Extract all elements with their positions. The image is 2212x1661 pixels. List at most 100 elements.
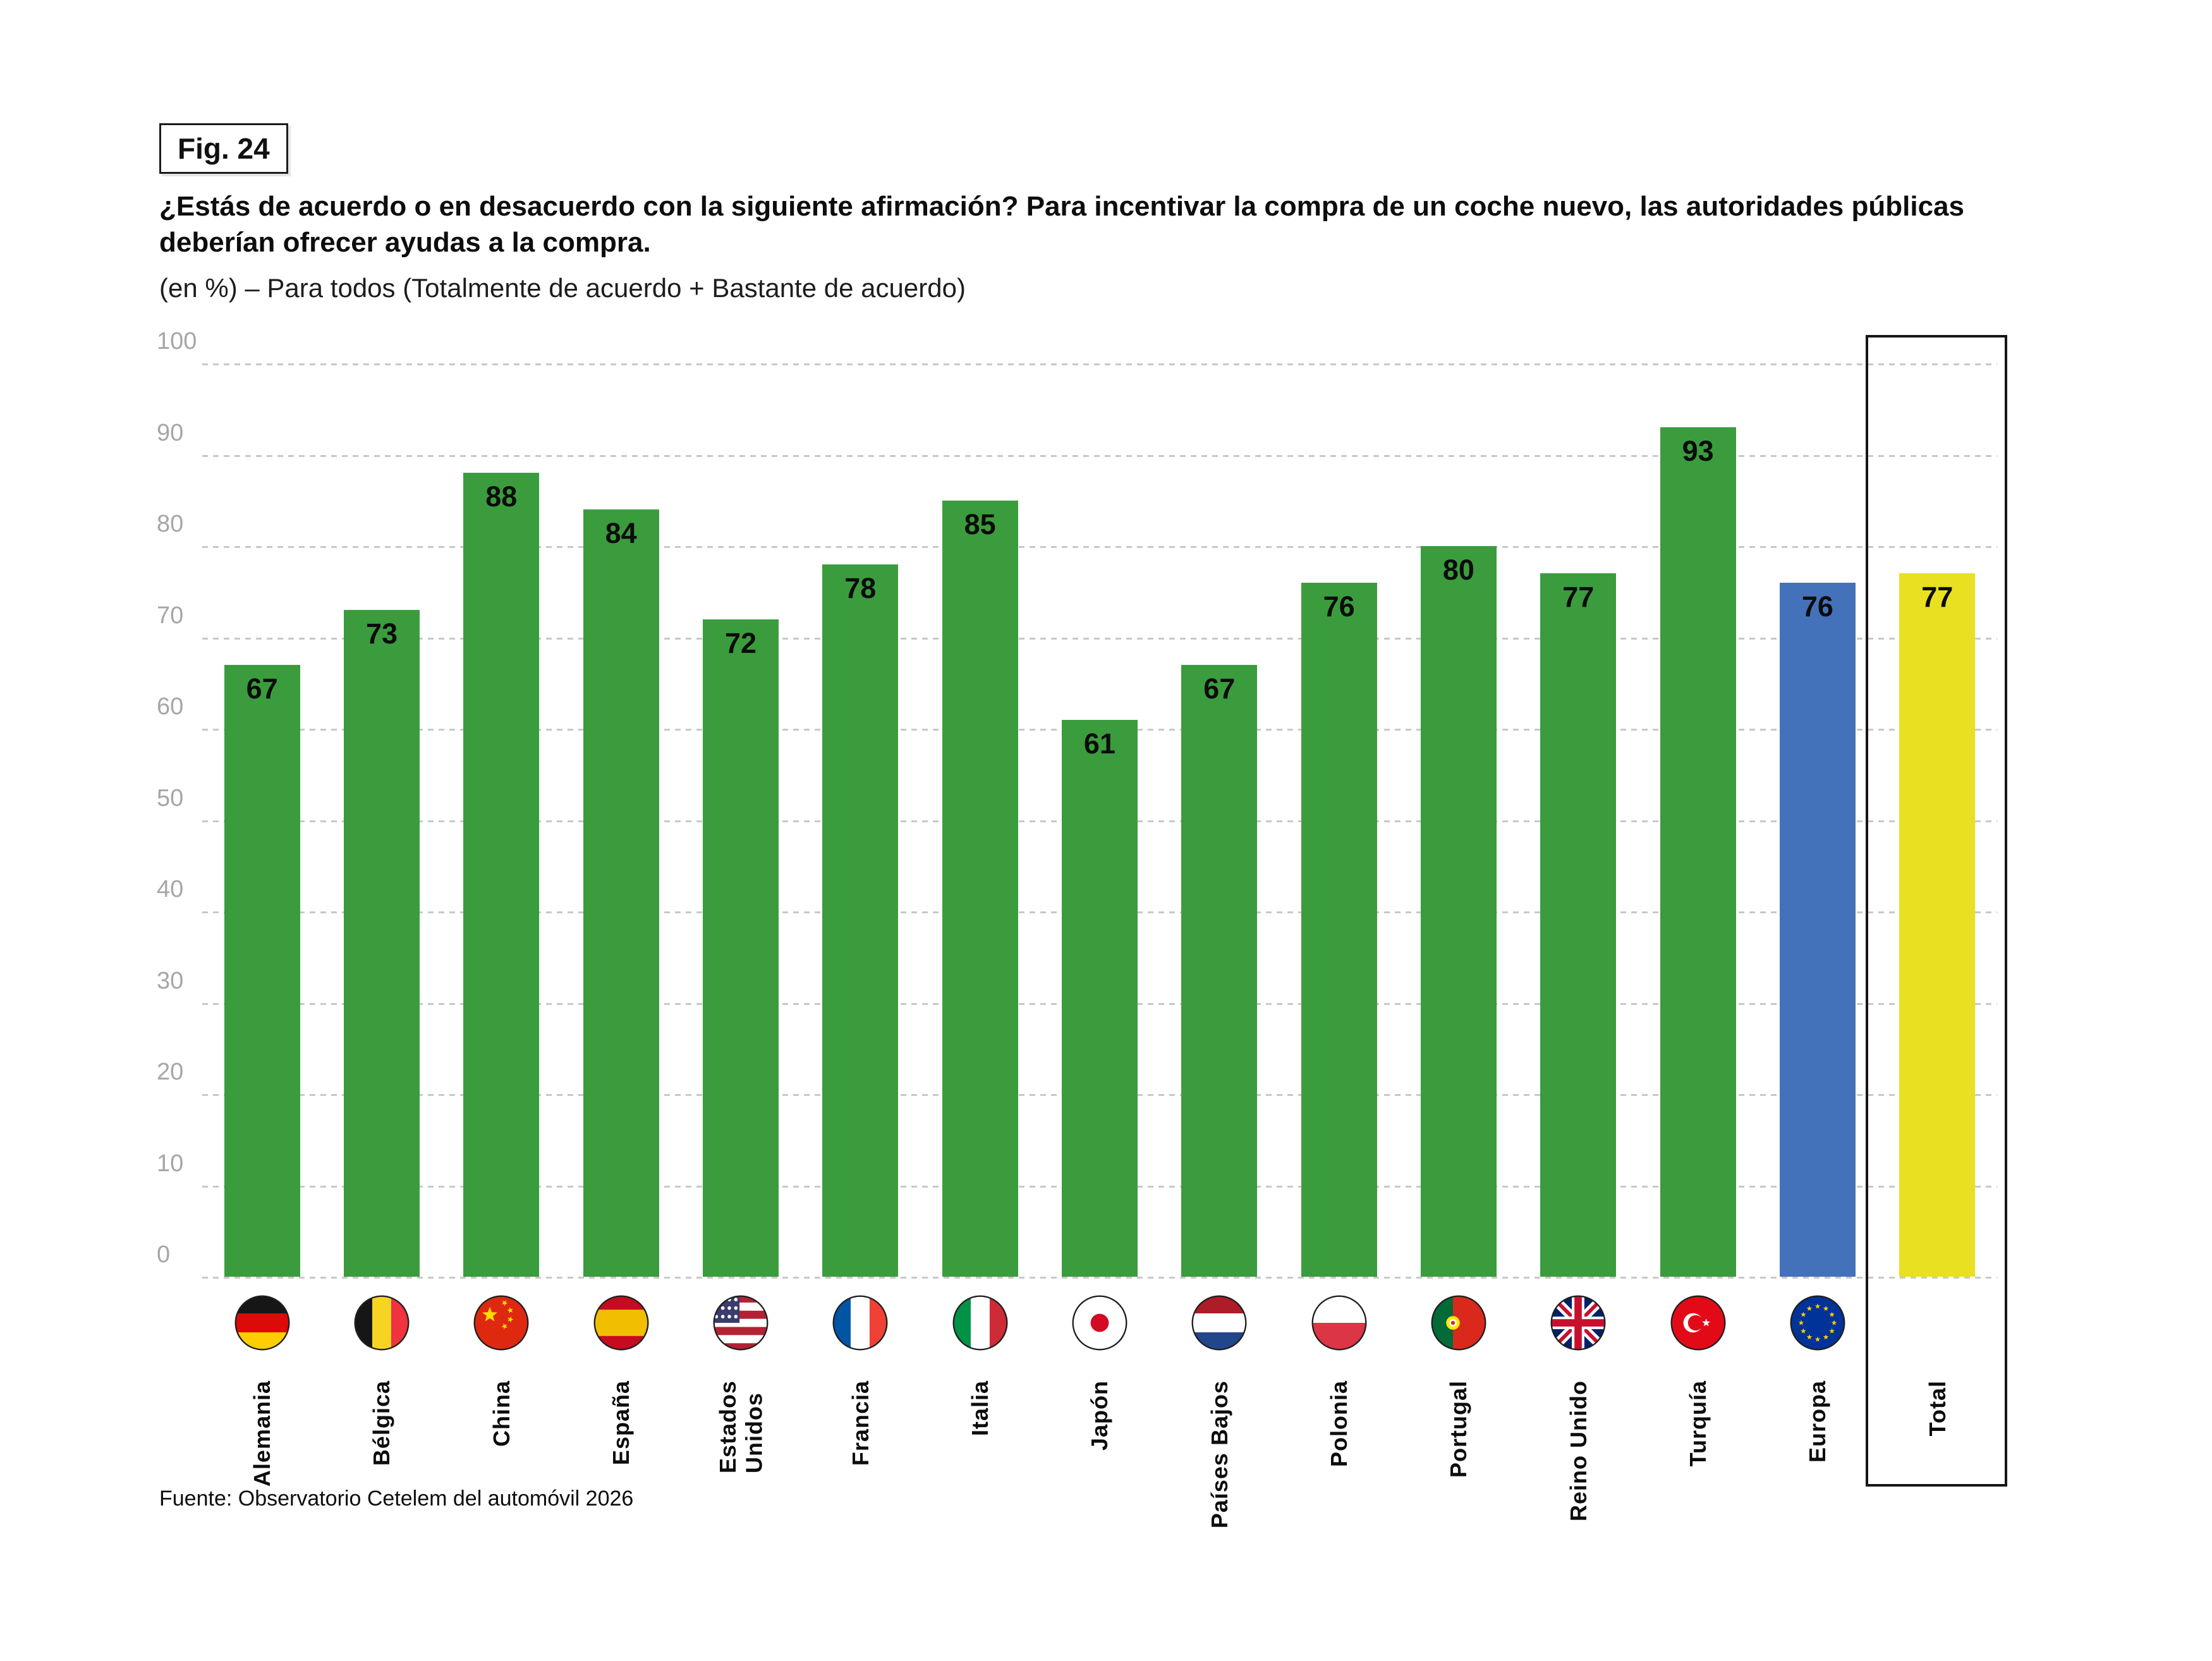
bar-total: 77 — [1899, 573, 1976, 1277]
column-polonia: 76 Polonia — [1279, 363, 1399, 1659]
bar-value-label: 88 — [485, 480, 518, 513]
figure-badge: Fig. 24 — [159, 123, 288, 174]
flag-germany-icon — [234, 1295, 290, 1351]
column-españa: 84 España — [561, 363, 681, 1659]
flag-zone — [801, 1277, 920, 1356]
flag-belgium-icon — [354, 1295, 410, 1351]
flag-zone — [1638, 1277, 1758, 1356]
flag-zone — [322, 1277, 441, 1356]
label-zone: Reino Unido — [1519, 1356, 1638, 1659]
bar-value-label: 77 — [1921, 581, 1954, 614]
bar-zone: 61 — [1040, 363, 1159, 1277]
bar-value-label: 80 — [1442, 554, 1474, 586]
bar-value-label: 93 — [1682, 435, 1714, 468]
flag-europe-icon — [1790, 1295, 1845, 1351]
label-zone: Alemania — [202, 1356, 322, 1659]
bar-zone: 76 — [1279, 363, 1399, 1277]
flag-zone — [681, 1277, 800, 1356]
label-zone: Polonia — [1279, 1356, 1399, 1659]
bar-turquía: 93 — [1660, 427, 1736, 1277]
bar-value-label: 76 — [1801, 590, 1833, 623]
country-label: Italia — [966, 1380, 993, 1437]
bar-portugal: 80 — [1420, 546, 1497, 1277]
label-zone: Francia — [801, 1356, 920, 1659]
bar-zone: 84 — [561, 363, 681, 1277]
bar-value-label: 78 — [844, 571, 877, 604]
y-axis-tick-80: 80 — [157, 511, 184, 537]
column-europa: 76 Europa — [1758, 363, 1877, 1659]
gridline-100 — [202, 363, 1997, 365]
flag-zone — [442, 1277, 561, 1356]
y-axis-tick-90: 90 — [157, 419, 184, 446]
bar-value-label: 77 — [1562, 581, 1595, 614]
column-alemania: 67 Alemania — [202, 363, 322, 1659]
label-zone: Bélgica — [322, 1356, 441, 1659]
column-portugal: 80 Portugal — [1399, 363, 1518, 1659]
gridline-0 — [202, 1277, 1997, 1279]
flag-zone — [1040, 1277, 1159, 1356]
column-japón: 61 Japón — [1040, 363, 1159, 1659]
bar-zone: 72 — [681, 363, 800, 1277]
gridline-70 — [202, 637, 1997, 640]
label-zone: Total — [1878, 1356, 1997, 1659]
bar-china: 88 — [463, 473, 540, 1277]
bar-polonia: 76 — [1301, 582, 1377, 1277]
bar-alemania: 67 — [224, 664, 300, 1277]
flag-uk-icon — [1550, 1295, 1606, 1351]
bar-columns: 67 Alemania 73 Bélgica 88 China 84 España 72… — [202, 363, 1997, 1659]
bar-value-label: 84 — [605, 517, 637, 550]
bar-value-label: 72 — [724, 626, 757, 659]
column-bélgica: 73 Bélgica — [322, 363, 441, 1659]
flag-usa-icon — [713, 1295, 769, 1351]
label-zone: España — [561, 1356, 681, 1659]
flag-italy-icon — [952, 1295, 1008, 1351]
y-axis-tick-20: 20 — [157, 1059, 184, 1085]
flag-zone — [1279, 1277, 1399, 1356]
bar-reino-unido: 77 — [1540, 573, 1617, 1277]
y-axis-tick-40: 40 — [157, 876, 184, 903]
bar-zone: 80 — [1399, 363, 1518, 1277]
y-axis-tick-0: 0 — [157, 1241, 171, 1268]
chart-title: ¿Estás de acuerdo o en desacuerdo con la… — [159, 191, 1964, 259]
flag-zone — [202, 1277, 322, 1356]
bar-value-label: 73 — [365, 618, 398, 650]
label-zone: Portugal — [1399, 1356, 1518, 1659]
bar-zone: 77 — [1878, 363, 1997, 1277]
flag-france-icon — [832, 1295, 888, 1351]
column-china: 88 China — [442, 363, 561, 1659]
y-axis-tick-60: 60 — [157, 693, 184, 720]
flag-china-icon — [473, 1295, 529, 1351]
column-reino-unido: 77 Reino Unido — [1519, 363, 1638, 1659]
country-label: Japón — [1086, 1380, 1113, 1451]
bar-zone: 78 — [801, 363, 920, 1277]
flag-spain-icon — [593, 1295, 649, 1351]
flag-zone — [1160, 1277, 1279, 1356]
label-zone: China — [442, 1356, 561, 1659]
label-zone: Países Bajos — [1160, 1356, 1279, 1659]
country-label: Total — [1924, 1380, 1950, 1437]
column-francia: 78 Francia — [801, 363, 920, 1659]
label-zone: Europa — [1758, 1356, 1877, 1659]
country-label: Alemania — [248, 1380, 275, 1487]
y-axis-tick-30: 30 — [157, 967, 184, 994]
flag-netherlands-icon — [1191, 1295, 1247, 1351]
country-label: Bélgica — [368, 1380, 395, 1466]
column-estados-unidos: 72 Estados Unidos — [681, 363, 800, 1659]
y-axis-tick-100: 100 — [157, 328, 197, 355]
flag-poland-icon — [1311, 1295, 1367, 1351]
bar-value-label: 76 — [1323, 590, 1355, 623]
country-label: Europa — [1804, 1380, 1831, 1463]
flag-japan-icon — [1072, 1295, 1127, 1351]
country-label: España — [607, 1380, 634, 1466]
bar-zone: 73 — [322, 363, 441, 1277]
flag-zone — [1519, 1277, 1638, 1356]
bar-value-label: 67 — [1203, 672, 1236, 705]
label-zone: Estados Unidos — [681, 1356, 800, 1659]
bar-francia: 78 — [822, 564, 899, 1277]
column-turquía: 93 Turquía — [1638, 363, 1758, 1659]
bar-value-label: 67 — [246, 672, 278, 705]
bar-italia: 85 — [942, 500, 1018, 1277]
y-axis-tick-50: 50 — [157, 784, 184, 812]
gridline-90 — [202, 454, 1997, 457]
bar-zone: 93 — [1638, 363, 1758, 1277]
